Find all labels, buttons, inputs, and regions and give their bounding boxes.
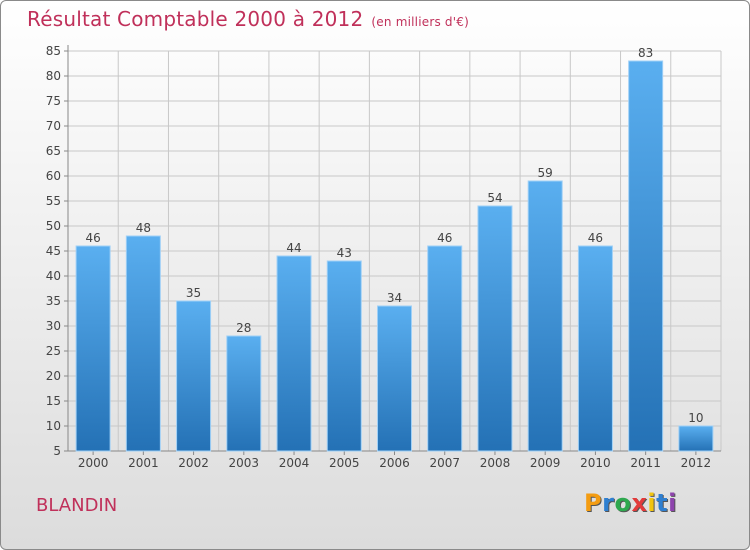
x-tick-label-2007: 2007 bbox=[429, 456, 460, 470]
logo-letter-4: i bbox=[647, 489, 657, 517]
labels-layer: 5 10 15 20 25 30 35 40 45 50 55 60 65 70 75 80 85 46 2000 4… bbox=[46, 44, 711, 470]
bar-2000 bbox=[75, 245, 111, 452]
x-tick-label-2003: 2003 bbox=[229, 456, 260, 470]
logo-letter-2: o bbox=[614, 489, 632, 517]
bars-layer bbox=[75, 60, 714, 452]
proxiti-logo: Proxiti bbox=[584, 489, 677, 517]
y-tick-label: 15 bbox=[46, 394, 61, 408]
bar-2008 bbox=[477, 205, 513, 452]
value-label-2002: 35 bbox=[186, 286, 201, 300]
y-tick-label: 75 bbox=[46, 94, 61, 108]
value-label-2011: 83 bbox=[638, 46, 653, 60]
y-tick-label: 60 bbox=[46, 169, 61, 183]
bar-2001 bbox=[125, 235, 161, 452]
y-tick-label: 55 bbox=[46, 194, 61, 208]
bar-2011 bbox=[628, 60, 664, 452]
x-tick-label-2001: 2001 bbox=[128, 456, 159, 470]
y-tick-label: 5 bbox=[53, 444, 61, 458]
y-tick-label: 20 bbox=[46, 369, 61, 383]
y-tick-label: 30 bbox=[46, 319, 61, 333]
value-label-2007: 46 bbox=[437, 231, 452, 245]
x-tick-label-2008: 2008 bbox=[480, 456, 511, 470]
bar-2003 bbox=[226, 335, 262, 452]
bar-2009 bbox=[527, 180, 563, 452]
y-tick-label: 40 bbox=[46, 269, 61, 283]
x-tick-label-2012: 2012 bbox=[681, 456, 712, 470]
bar-2002 bbox=[176, 300, 212, 452]
logo-letter-6: i bbox=[668, 489, 677, 517]
y-tick-label: 50 bbox=[46, 219, 61, 233]
chart-title-text: Résultat Comptable 2000 à 2012 bbox=[27, 7, 364, 31]
y-tick-label: 70 bbox=[46, 119, 61, 133]
x-tick-label-2004: 2004 bbox=[279, 456, 310, 470]
x-tick-label-2000: 2000 bbox=[78, 456, 109, 470]
chart-subtitle: (en milliers d'€) bbox=[371, 15, 469, 29]
x-tick-label-2009: 2009 bbox=[530, 456, 561, 470]
bar-2007 bbox=[427, 245, 463, 452]
bar-2006 bbox=[377, 305, 412, 452]
value-label-2008: 54 bbox=[487, 191, 502, 205]
value-label-2006: 34 bbox=[387, 291, 402, 305]
logo-letter-3: x bbox=[631, 489, 648, 517]
logo-letter-0: P bbox=[584, 489, 603, 517]
y-tick-label: 25 bbox=[46, 344, 61, 358]
commune-name: BLANDIN bbox=[36, 495, 118, 516]
y-tick-label: 45 bbox=[46, 244, 61, 258]
value-label-2010: 46 bbox=[588, 231, 603, 245]
value-label-2012: 10 bbox=[688, 411, 703, 425]
x-tick-label-2002: 2002 bbox=[178, 456, 209, 470]
x-tick-label-2006: 2006 bbox=[379, 456, 410, 470]
y-tick-label: 10 bbox=[46, 419, 61, 433]
x-tick-label-2011: 2011 bbox=[630, 456, 661, 470]
bar-2005 bbox=[326, 260, 362, 452]
logo-letter-1: r bbox=[602, 489, 615, 517]
bar-2010 bbox=[577, 245, 613, 452]
chart-title: Résultat Comptable 2000 à 2012 (en millie… bbox=[27, 7, 469, 31]
bar-2004 bbox=[276, 255, 312, 452]
value-label-2003: 28 bbox=[236, 321, 251, 335]
value-label-2000: 46 bbox=[85, 231, 100, 245]
value-label-2005: 43 bbox=[337, 246, 352, 260]
x-tick-label-2005: 2005 bbox=[329, 456, 360, 470]
y-tick-label: 35 bbox=[46, 294, 61, 308]
y-tick-label: 80 bbox=[46, 69, 61, 83]
y-tick-label: 65 bbox=[46, 144, 61, 158]
value-label-2009: 59 bbox=[538, 166, 553, 180]
bar-2012 bbox=[678, 425, 714, 452]
value-label-2001: 48 bbox=[136, 221, 151, 235]
value-label-2004: 44 bbox=[286, 241, 301, 255]
x-tick-label-2010: 2010 bbox=[580, 456, 611, 470]
y-tick-label: 85 bbox=[46, 44, 61, 58]
logo-letter-5: t bbox=[656, 489, 669, 517]
